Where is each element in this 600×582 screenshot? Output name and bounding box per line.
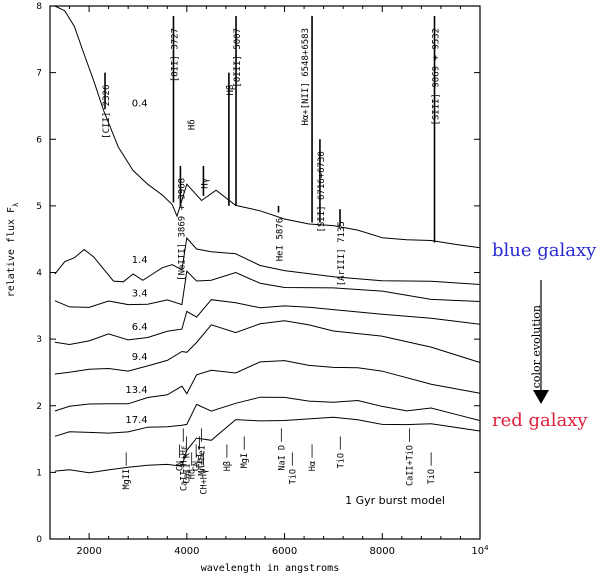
emission-line-label: [SII] 6716+6730 — [317, 151, 327, 232]
y-tick-label: 4 — [36, 269, 42, 279]
y-axis-label: relative flux Fλ — [6, 203, 20, 298]
emission-line-label: Hβ — [226, 85, 236, 96]
y-tick-label: 7 — [36, 69, 42, 79]
emission-line-label: [ArIII] 7135 — [337, 221, 347, 286]
emission-line-label: HeI 5876 — [275, 218, 285, 261]
spectrum-line — [54, 416, 481, 474]
emission-line-label: [SIII] 9069 + 9532 — [432, 28, 442, 126]
x-axis-label: wavelength in angstroms — [201, 563, 339, 574]
age-label: 9.4 — [132, 352, 148, 363]
model-annotation: 1 Gyr burst model — [345, 494, 445, 507]
emission-line-label: Hγ — [200, 178, 210, 189]
absorption-label: CaII H+Hε — [179, 445, 189, 491]
age-label: 6.4 — [132, 322, 148, 333]
absorption-label: CN — [175, 461, 185, 471]
absorption-label: MgI — [240, 453, 250, 468]
x-tick-label: 8000 — [370, 546, 395, 557]
emission-line-label: Hδ — [188, 119, 198, 130]
y-tick-label: 2 — [36, 402, 42, 412]
y-tick-label: 6 — [36, 135, 42, 145]
x-tick-label: 6000 — [272, 546, 297, 557]
spectrum-line — [54, 236, 481, 285]
absorption-label: CaII+TiO — [406, 445, 416, 486]
age-label: 0.4 — [132, 99, 148, 110]
absorption-label: TiO — [427, 469, 437, 484]
absorption-label: CH+Hγ — [199, 469, 209, 495]
emission-line-label: [OIII] 5007 — [233, 28, 243, 88]
absorption-label: MgII — [122, 469, 132, 489]
red-galaxy-label: red galaxy — [492, 410, 588, 431]
x-tick-label: 4000 — [174, 546, 199, 557]
spectrum-line — [54, 320, 481, 375]
absorption-label: NaI D — [277, 445, 287, 471]
age-label: 1.4 — [132, 255, 148, 266]
spectrum-line — [54, 360, 481, 412]
emission-line-label: [CII] 2326 — [102, 85, 112, 139]
emission-line-label: [NeIII] 3869 + 3968 — [177, 178, 187, 281]
y-tick-label: 3 — [36, 335, 42, 345]
y-tick-label: 5 — [36, 202, 42, 212]
y-tick-label: 1 — [36, 468, 42, 478]
absorption-label: Hα — [308, 461, 318, 471]
absorption-label: Hδ — [188, 469, 198, 479]
absorption-label: Hβ — [223, 461, 233, 471]
absorption-label: TiO — [336, 453, 346, 468]
age-label: 13.4 — [125, 385, 147, 396]
evolution-arrow-head — [533, 390, 549, 404]
spectrum-line — [54, 270, 481, 308]
spectrum-line — [54, 396, 481, 437]
x-tick-label: 2000 — [76, 546, 101, 557]
emission-line-label: Hα+[NII] 6548+6583 — [301, 28, 311, 126]
emission-line-label: [OII] 3727 — [170, 28, 180, 82]
absorption-label: Mn+FeI — [197, 445, 207, 476]
age-label: 17.4 — [125, 415, 147, 426]
absorption-label: TiO — [288, 469, 298, 484]
y-tick-label: 0 — [36, 535, 42, 545]
absorption-label: CaII K — [182, 452, 192, 484]
absorption-label: CN — [192, 461, 202, 471]
absorption-label: FeI — [195, 453, 205, 468]
blue-galaxy-label: blue galaxy — [492, 240, 597, 261]
spectrum-line — [54, 5, 481, 249]
y-tick-label: 8 — [36, 2, 42, 12]
y-axis-label-subscript: λ — [12, 203, 20, 207]
spectrum-line — [54, 299, 481, 346]
age-label: 3.4 — [132, 288, 148, 299]
x-tick-exponent: 4 — [484, 544, 489, 552]
